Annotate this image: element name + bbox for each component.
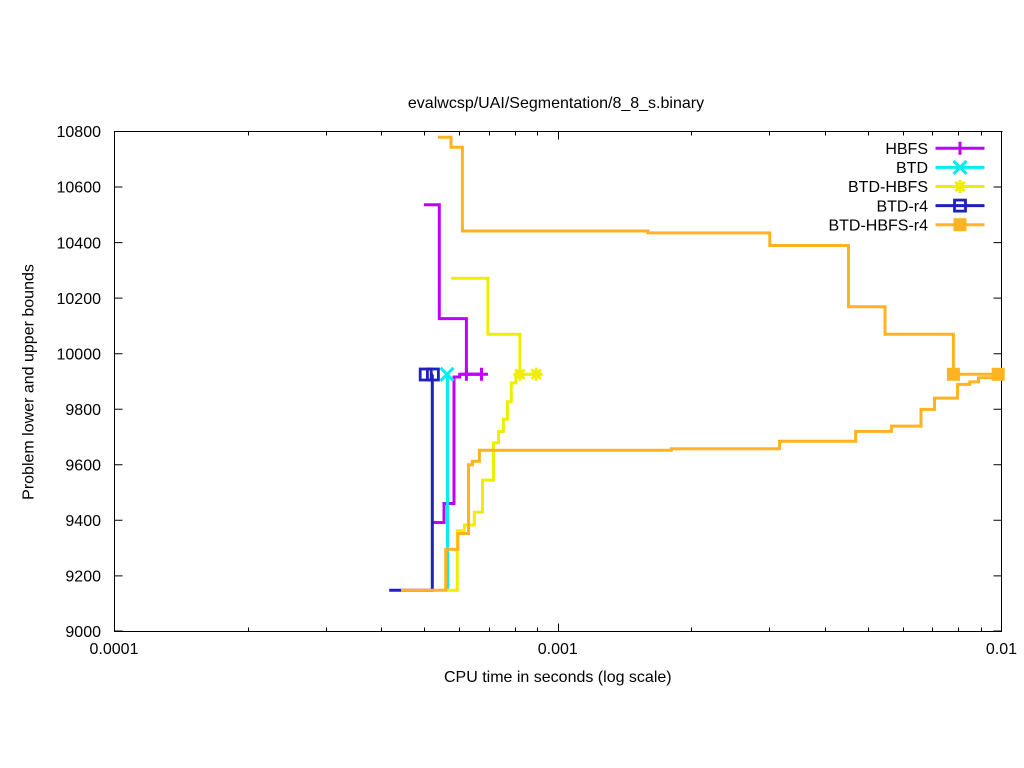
svg-text:0.001: 0.001	[538, 641, 578, 658]
svg-text:9800: 9800	[65, 402, 101, 419]
svg-text:HBFS: HBFS	[885, 141, 928, 158]
svg-text:Problem lower and upper bounds: Problem lower and upper bounds	[20, 264, 37, 500]
svg-text:9400: 9400	[65, 513, 101, 530]
svg-text:evalwcsp/UAI/Segmentation/8_8_: evalwcsp/UAI/Segmentation/8_8_s.binary	[408, 95, 704, 112]
svg-text:BTD-HBFS: BTD-HBFS	[848, 179, 928, 196]
svg-text:BTD: BTD	[896, 160, 928, 177]
svg-text:CPU time in seconds (log scale: CPU time in seconds (log scale)	[444, 669, 672, 686]
svg-text:0.01: 0.01	[986, 641, 1017, 658]
svg-text:BTD-HBFS-r4: BTD-HBFS-r4	[828, 217, 928, 234]
svg-text:0.0001: 0.0001	[90, 641, 139, 658]
svg-text:10000: 10000	[57, 346, 102, 363]
svg-text:BTD-r4: BTD-r4	[876, 198, 928, 215]
svg-text:10200: 10200	[57, 291, 102, 308]
svg-text:10400: 10400	[57, 235, 102, 252]
svg-text:9600: 9600	[65, 458, 101, 475]
svg-text:9000: 9000	[65, 624, 101, 641]
svg-text:10600: 10600	[57, 180, 102, 197]
svg-text:10800: 10800	[57, 124, 102, 141]
svg-text:9200: 9200	[65, 569, 101, 586]
